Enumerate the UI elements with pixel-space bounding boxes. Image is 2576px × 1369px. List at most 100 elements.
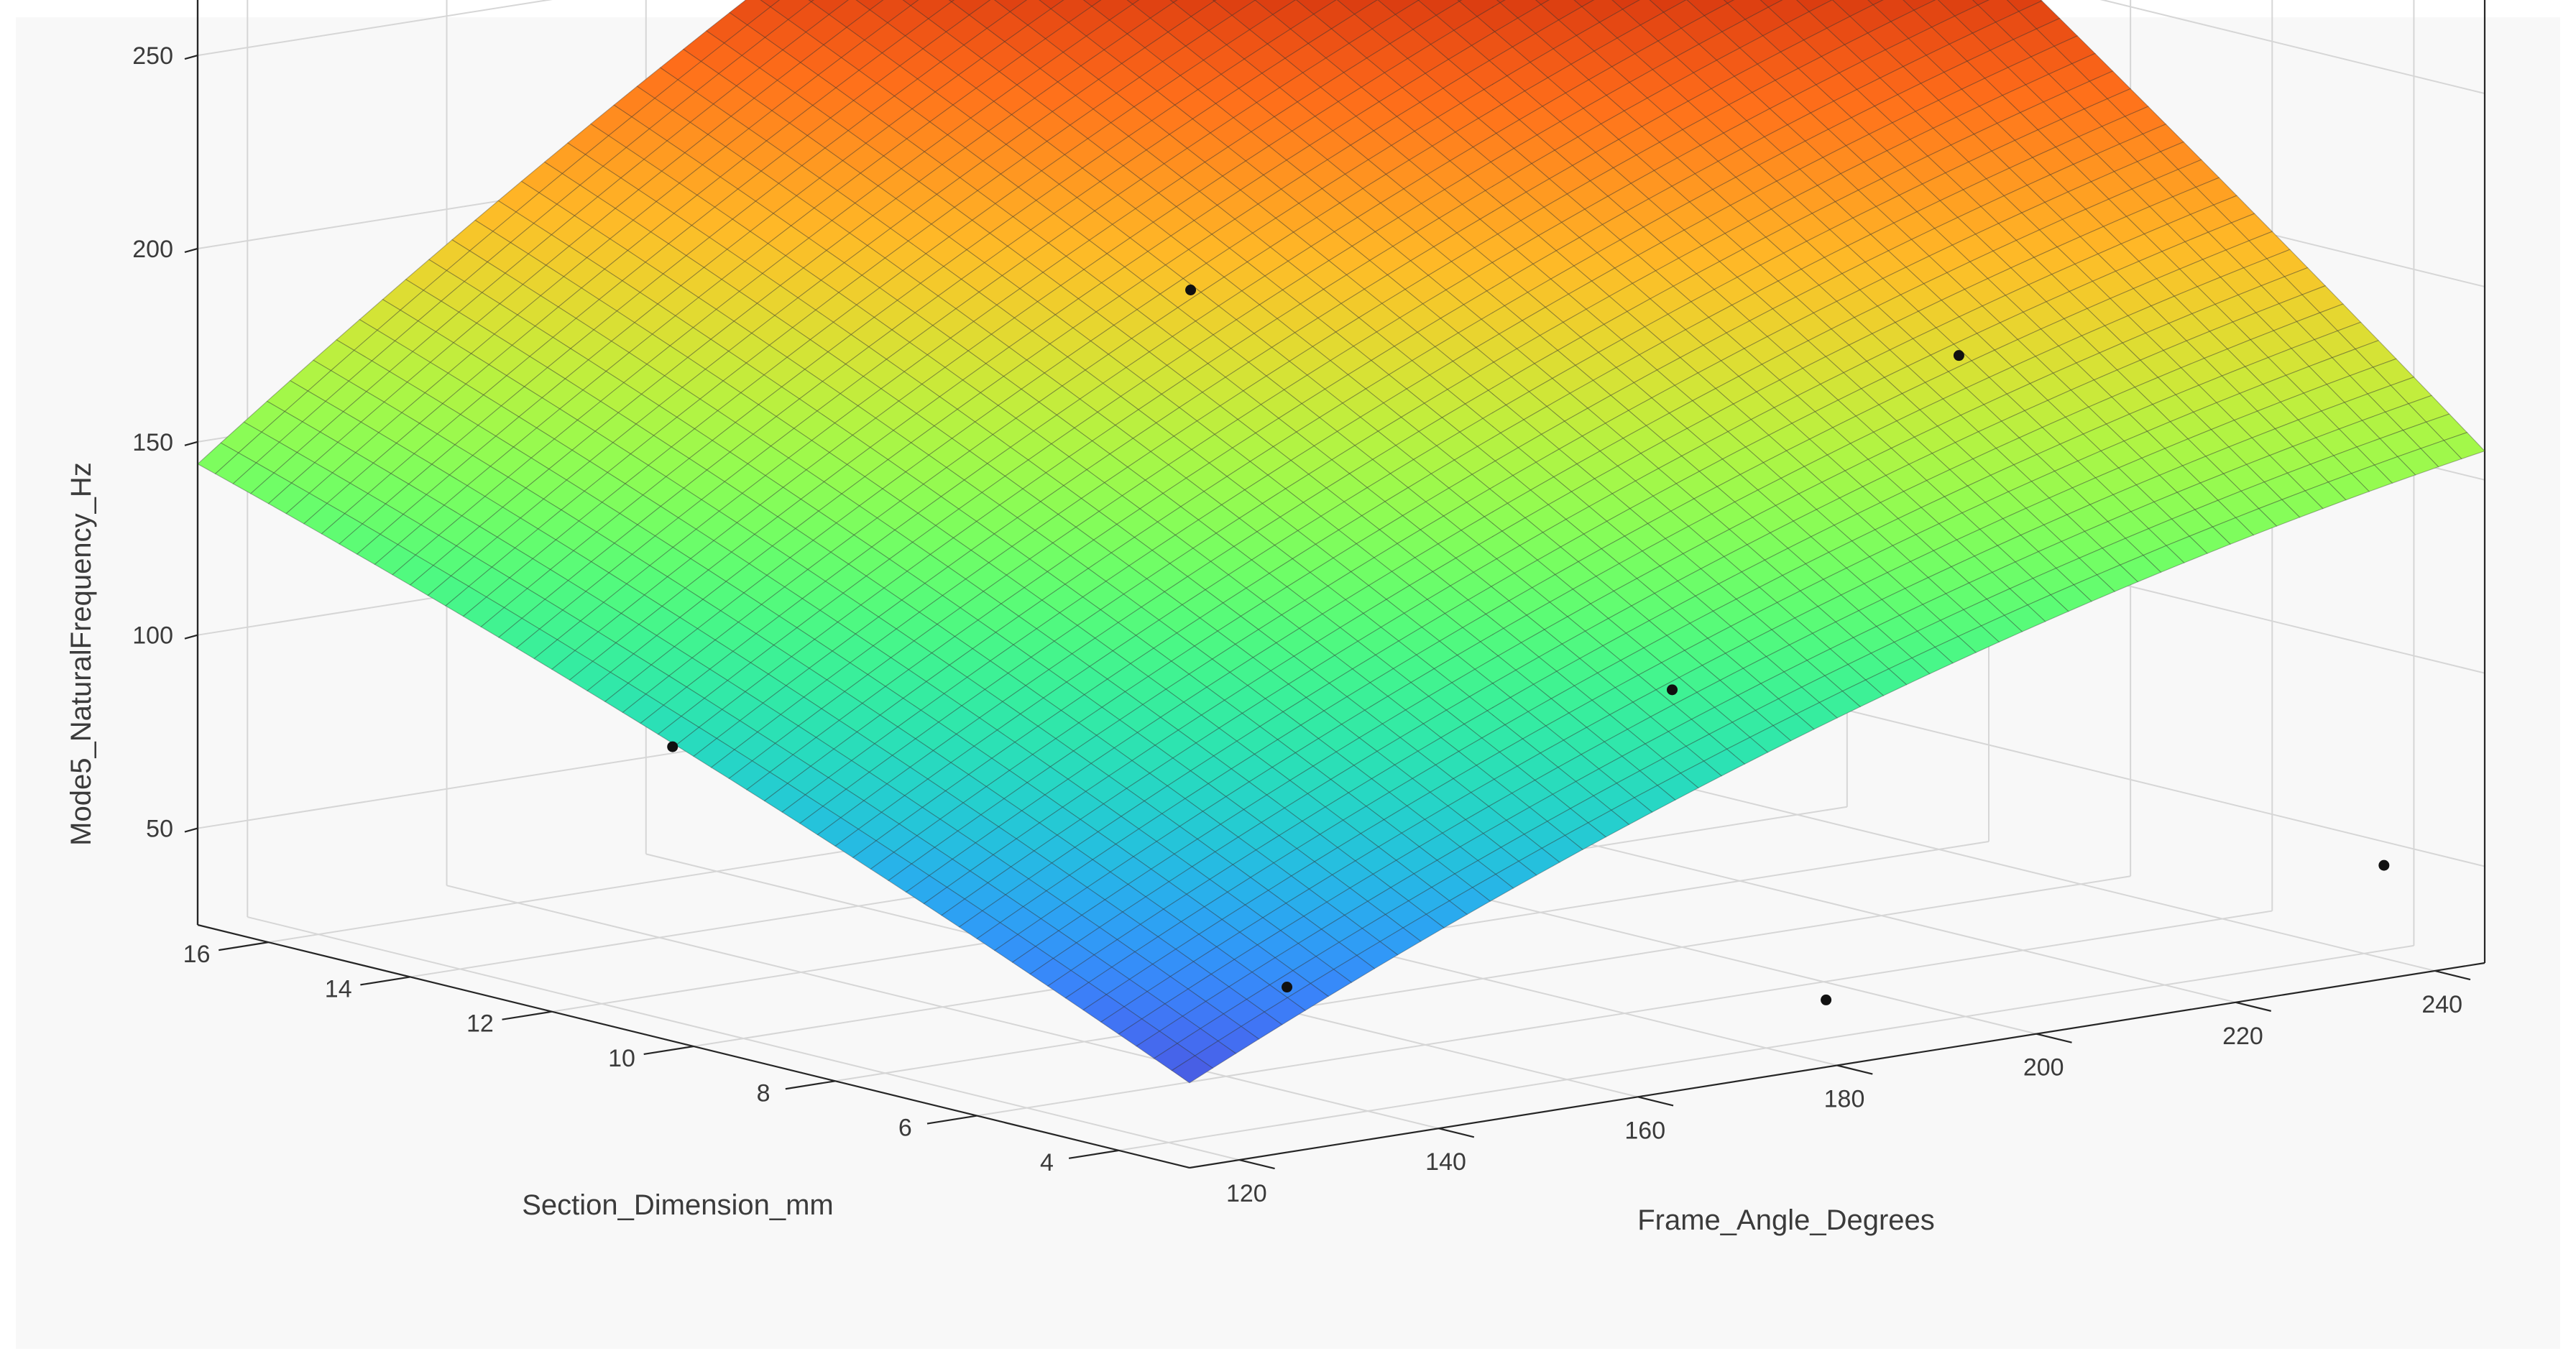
surface-cell xyxy=(1494,17,1537,48)
surface-cell xyxy=(1475,333,1518,363)
gridline-floor-y-2 xyxy=(834,875,2131,1082)
surface-cell xyxy=(1526,601,1568,630)
z-tick-3 xyxy=(184,247,198,254)
surface-cell xyxy=(1470,361,1512,391)
surface-cell xyxy=(1994,338,2036,368)
surface-cell xyxy=(453,323,495,354)
surface-cell xyxy=(619,494,662,525)
surface-cell xyxy=(1609,282,1651,313)
surface-cell xyxy=(1467,586,1510,615)
surface-cell xyxy=(1542,92,1584,122)
surface-cell xyxy=(1926,469,1969,497)
surface-cell xyxy=(359,299,402,331)
surface-cell xyxy=(1859,277,1902,307)
surface-cell xyxy=(615,189,658,221)
z-tick-label: 150 xyxy=(132,429,173,456)
y-tick-label: 10 xyxy=(608,1045,635,1072)
surface-cell xyxy=(721,261,763,292)
surface-cell xyxy=(2038,540,2080,569)
surface-cell xyxy=(1593,465,1637,494)
surface-cell xyxy=(1453,446,1496,475)
surface-cell xyxy=(1857,178,1900,208)
surface-cell xyxy=(303,502,346,535)
surface-cell xyxy=(2102,538,2144,566)
surface-cell xyxy=(409,565,452,596)
surface-cell xyxy=(2309,455,2352,483)
surface-cell xyxy=(1598,338,1640,369)
surface-cell xyxy=(1814,400,1857,428)
z-tick-1 xyxy=(184,634,198,640)
surface-cell xyxy=(2180,357,2223,386)
surface-cell xyxy=(1926,43,1968,73)
surface-cell xyxy=(1530,476,1573,505)
surface-cell xyxy=(1534,349,1576,379)
surface-cell xyxy=(657,716,700,746)
surface-cell xyxy=(707,116,750,147)
surface-cell xyxy=(632,200,675,233)
surface-cell xyxy=(751,742,794,773)
surface-cell xyxy=(569,329,612,361)
surface-cell xyxy=(440,281,483,313)
surface-cell xyxy=(2122,332,2164,361)
surface-cell xyxy=(2186,331,2228,359)
surface-cell xyxy=(1866,349,1908,378)
surface-cell xyxy=(500,386,543,418)
surface-cell xyxy=(1765,644,1808,673)
surface-cell xyxy=(1731,292,1774,322)
surface-cell xyxy=(1558,6,1601,37)
surface-cell xyxy=(1665,201,1708,231)
surface-cell xyxy=(581,268,623,300)
surface-cell xyxy=(325,380,367,412)
surface-cell xyxy=(354,432,397,464)
surface-cell xyxy=(1790,312,1832,341)
surface-cell xyxy=(1548,165,1591,195)
y-tick-1 xyxy=(926,1115,978,1125)
surface-cell xyxy=(2058,335,2100,364)
x-tick-label: 140 xyxy=(1425,1148,1466,1176)
surface-cell xyxy=(321,513,364,545)
surface-cell xyxy=(509,558,551,589)
surface-cell xyxy=(948,0,955,3)
data-point-5 xyxy=(1953,350,1964,361)
surface-cell xyxy=(2049,164,2092,193)
y-tick-label: 6 xyxy=(898,1115,912,1142)
surface-cell xyxy=(353,329,396,361)
surface-cell xyxy=(1742,236,1785,266)
surface-cell xyxy=(423,269,466,302)
surface-cell xyxy=(2046,290,2088,320)
surface-cell xyxy=(2179,259,2222,287)
surface-cell xyxy=(480,607,523,638)
surface-cell xyxy=(1846,556,1888,584)
surface-cell xyxy=(1874,94,1916,124)
y-tick-label: 16 xyxy=(183,941,211,968)
surface-cell xyxy=(1678,245,1721,275)
surface-cell xyxy=(1990,39,2032,68)
surface-cell xyxy=(1482,404,1524,434)
surface-cell xyxy=(1639,11,1683,42)
surface-cell xyxy=(716,720,758,750)
surface-cell xyxy=(1478,530,1521,560)
surface-cell xyxy=(1039,0,1064,10)
surface-cell xyxy=(604,683,647,714)
surface-cell xyxy=(1537,221,1581,252)
surface-cell xyxy=(1982,295,2024,323)
surface-cell xyxy=(677,60,719,93)
surface-cell xyxy=(356,533,399,566)
surface-cell xyxy=(2105,413,2148,442)
surface-cell xyxy=(1670,498,1713,527)
surface-cell xyxy=(1793,185,1836,214)
surface-cell xyxy=(1735,165,1777,194)
surface-cell xyxy=(1841,262,1884,291)
surface-cell xyxy=(1933,216,1977,246)
surface-cell xyxy=(573,531,615,563)
surface-cell xyxy=(2176,482,2219,510)
surface-cell xyxy=(1438,203,1481,234)
surface-cell xyxy=(337,421,380,453)
surface-cell xyxy=(533,639,576,670)
y-tick-0 xyxy=(1068,1149,1119,1159)
surface-cell xyxy=(1082,0,1102,7)
surface-cell xyxy=(1954,4,1997,34)
surface-cell xyxy=(1474,655,1517,684)
x-tick-label: 220 xyxy=(2222,1023,2263,1050)
surface-cell xyxy=(1478,103,1520,134)
